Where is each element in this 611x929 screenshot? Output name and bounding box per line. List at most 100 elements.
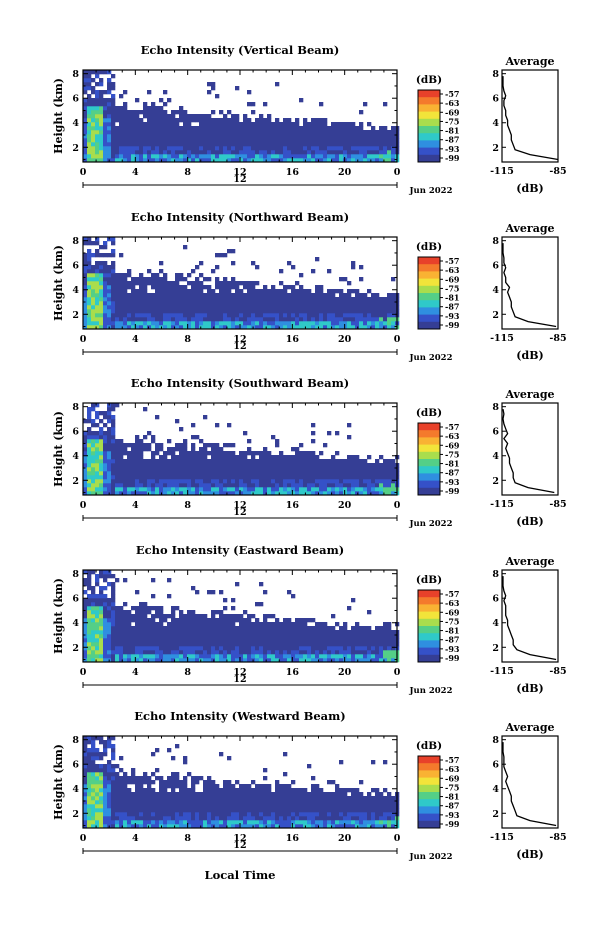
- heatmap-cell: [199, 816, 204, 821]
- heatmap-cell: [107, 90, 112, 95]
- heatmap-cell: [315, 467, 320, 472]
- heatmap-cell: [147, 630, 152, 635]
- heatmap-cell: [275, 134, 280, 139]
- heatmap-cell: [255, 150, 260, 155]
- heatmap-cell: [167, 638, 172, 643]
- heatmap-cell: [163, 654, 168, 659]
- heatmap-cell: [83, 237, 88, 242]
- heatmap-cell: [131, 317, 136, 322]
- heatmap-cell: [163, 646, 168, 651]
- heatmap-cell: [115, 614, 120, 619]
- heatmap-cell: [135, 122, 140, 127]
- heatmap-cell: [123, 297, 128, 302]
- heatmap-cell: [355, 646, 360, 651]
- heatmap-cell: [303, 126, 308, 131]
- heatmap-cell: [223, 289, 228, 294]
- heatmap-cell: [319, 317, 324, 322]
- heatmap-cell: [163, 658, 168, 663]
- heatmap-cell: [263, 467, 268, 472]
- heatmap-cell: [383, 154, 388, 159]
- heatmap-cell: [107, 744, 112, 749]
- heatmap-cell: [107, 816, 112, 821]
- heatmap-cell: [283, 289, 288, 294]
- heatmap-cell: [195, 301, 200, 306]
- heatmap-cell: [339, 642, 344, 647]
- heatmap-cell: [243, 491, 248, 496]
- heatmap-cell: [183, 158, 188, 163]
- heatmap-cell: [383, 658, 388, 663]
- heatmap-cell: [327, 150, 332, 155]
- heatmap-cell: [127, 614, 132, 619]
- heatmap-cell: [127, 443, 132, 448]
- heatmap-cell: [119, 114, 124, 119]
- heatmap-cell: [379, 301, 384, 306]
- heatmap-cell: [307, 146, 312, 151]
- heatmap-cell: [375, 309, 380, 314]
- heatmap-cell: [183, 447, 188, 452]
- heatmap-cell: [83, 788, 88, 793]
- heatmap-cell: [135, 130, 140, 135]
- heatmap-cell: [87, 142, 92, 147]
- heatmap-cell: [235, 634, 240, 639]
- heatmap-cell: [295, 130, 300, 135]
- heatmap-cell: [179, 800, 184, 805]
- heatmap-cell: [335, 630, 340, 635]
- heatmap-cell: [231, 475, 236, 480]
- heatmap-cell: [179, 150, 184, 155]
- heatmap-cell: [235, 626, 240, 631]
- heatmap-cell: [95, 309, 100, 314]
- heatmap-cell: [99, 158, 104, 163]
- heatmap-cell: [307, 650, 312, 655]
- heatmap-cell: [179, 638, 184, 643]
- heatmap-cell: [171, 150, 176, 155]
- heatmap-cell: [143, 820, 148, 825]
- heatmap-cell: [87, 574, 92, 579]
- heatmap-cell: [107, 313, 112, 318]
- heatmap-cell: [303, 638, 308, 643]
- heatmap-cell: [311, 321, 316, 326]
- heatmap-cell: [271, 463, 276, 468]
- heatmap-cell: [107, 98, 112, 103]
- heatmap-cell: [91, 760, 96, 765]
- heatmap-cell: [371, 146, 376, 151]
- heatmap-cell: [103, 808, 108, 813]
- heatmap-cell: [383, 626, 388, 631]
- heatmap-cell: [183, 122, 188, 127]
- heatmap-cell: [287, 118, 292, 123]
- heatmap-cell: [259, 289, 264, 294]
- heatmap-cell: [203, 646, 208, 651]
- heatmap-cell: [267, 146, 272, 151]
- heatmap-cell: [95, 598, 100, 603]
- heatmap-cell: [291, 479, 296, 484]
- heatmap-cell: [323, 634, 328, 639]
- heatmap-cell: [387, 321, 392, 326]
- heatmap-cell: [367, 158, 372, 163]
- average-profile-line: [502, 408, 555, 494]
- heatmap-cell: [331, 134, 336, 139]
- heatmap-cell: [199, 146, 204, 151]
- heatmap-cell: [211, 146, 216, 151]
- heatmap-cell: [83, 82, 88, 87]
- heatmap-cell: [155, 451, 160, 456]
- heatmap-cell: [163, 792, 168, 797]
- heatmap-cell: [267, 126, 272, 131]
- heatmap-cell: [339, 126, 344, 131]
- heatmap-cell: [111, 483, 116, 488]
- heatmap-cell: [359, 146, 364, 151]
- heatmap-cell: [195, 614, 200, 619]
- heatmap-cell: [175, 273, 180, 278]
- heatmap-cell: [163, 305, 168, 310]
- heatmap-cell: [299, 305, 304, 310]
- heatmap-cell: [131, 479, 136, 484]
- heatmap-cell: [143, 614, 148, 619]
- heatmap-cell: [155, 273, 160, 278]
- heatmap-cell: [107, 277, 112, 282]
- heatmap-cell: [375, 642, 380, 647]
- heatmap-cell: [275, 82, 280, 87]
- heatmap-cell: [159, 606, 164, 611]
- heatmap-cell: [159, 776, 164, 781]
- heatmap-cell: [303, 634, 308, 639]
- heatmap-cell: [91, 764, 96, 769]
- heatmap-cell: [235, 297, 240, 302]
- heatmap-cell: [95, 146, 100, 151]
